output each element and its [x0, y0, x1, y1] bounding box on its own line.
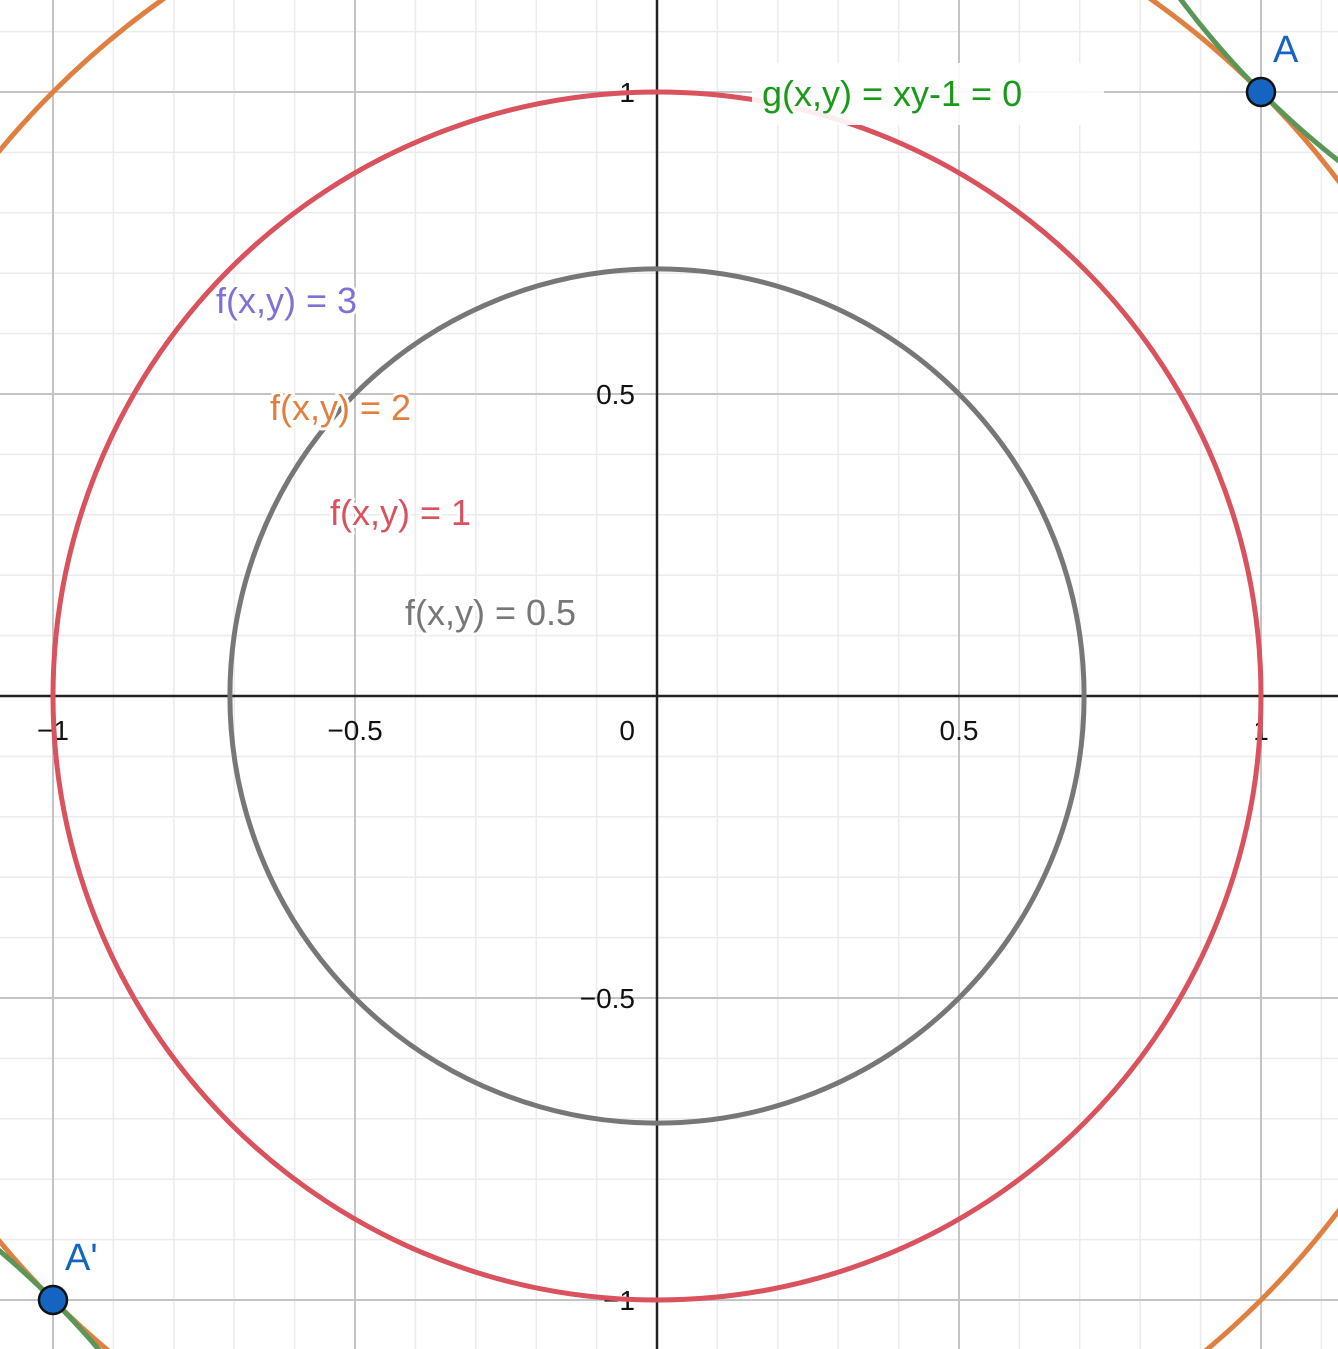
level-curve-label-3: f(x,y) = 3 — [216, 280, 357, 321]
points: AA'B — [37, 26, 1302, 1316]
x-tick-label-0p5: 0.5 — [940, 715, 979, 746]
level-curve-0p5 — [227, 266, 1087, 1126]
point-label-A-prime: A' — [65, 1237, 98, 1279]
level-curve-1 — [50, 89, 1264, 1303]
constraint-curve-positive-branch — [1177, 0, 1338, 164]
point-A-prime — [37, 1284, 69, 1316]
point-A — [1245, 76, 1277, 108]
level-curve-label-0p5: f(x,y) = 0.5 — [405, 592, 576, 633]
x-tick-label-0p5: −0.5 — [327, 715, 382, 746]
level-curve-label-2: f(x,y) = 2 — [270, 387, 411, 428]
constraint-curve-negative-branch — [0, 1247, 102, 1349]
labels: f(x,y) = 0.5 f(x,y) = 1 f(x,y) = 2 f(x,y) =… — [213, 63, 1104, 636]
level-curve-label-1: f(x,y) = 1 — [330, 492, 471, 533]
constraint-label-background — [752, 63, 1104, 125]
point-label-A: A — [1273, 29, 1299, 71]
origin-label: 0 — [619, 715, 635, 746]
y-tick-label-0p5: −0.5 — [580, 983, 635, 1014]
constraint-label: g(x,y) = xy-1 = 0 — [762, 73, 1022, 114]
y-tick-label-0p5: 0.5 — [596, 379, 635, 410]
